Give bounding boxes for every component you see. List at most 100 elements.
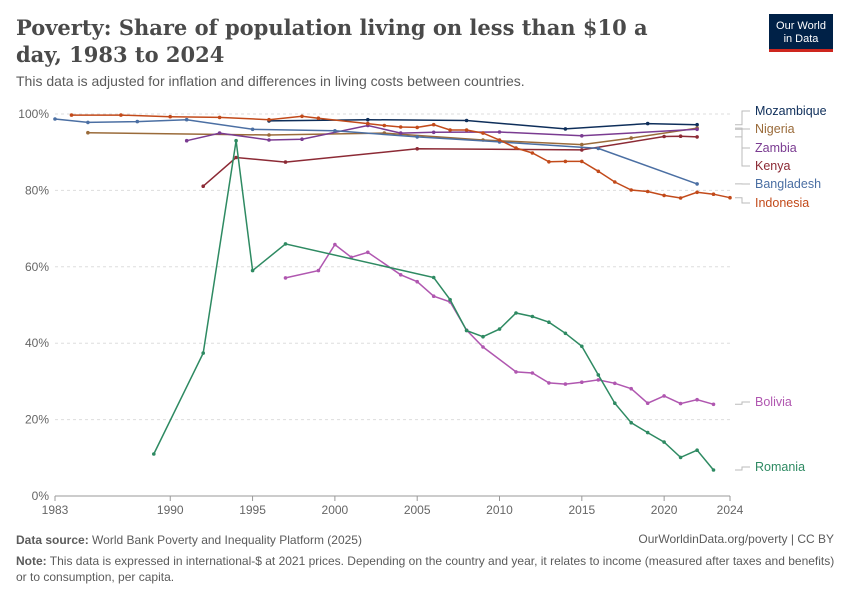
data-point-mozambique xyxy=(645,121,650,126)
data-point-bolivia xyxy=(662,394,666,398)
chart-title: Poverty: Share of population living on l… xyxy=(16,15,648,67)
data-point-bolivia xyxy=(366,250,370,255)
data-point-bolivia xyxy=(530,371,535,375)
y-tick-label: 80% xyxy=(25,183,49,197)
data-point-romania xyxy=(283,242,288,246)
data-point-romania xyxy=(613,401,617,406)
source-text[interactable]: World Bank Poverty and Inequality Platfo… xyxy=(92,533,362,547)
owid-logo[interactable]: Our World in Data xyxy=(769,14,833,52)
x-tick-label: 2020 xyxy=(651,503,678,517)
x-tick-label: 2024 xyxy=(717,503,744,517)
label-connector-bolivia xyxy=(735,401,750,405)
data-point-kenya xyxy=(678,134,683,138)
data-point-kenya xyxy=(580,148,584,152)
data-point-bolivia xyxy=(711,402,716,407)
data-point-indonesia xyxy=(481,131,485,135)
source-url[interactable]: OurWorldinData.org/poverty | CC BY xyxy=(638,532,834,546)
data-point-bolivia xyxy=(580,380,584,385)
data-point-bangladesh xyxy=(695,182,699,186)
data-point-bolivia xyxy=(613,381,617,386)
data-point-zambia xyxy=(300,137,304,141)
series-label-romania: Romania xyxy=(755,460,805,474)
data-point-romania xyxy=(695,448,699,453)
data-point-zambia xyxy=(497,130,502,134)
data-point-zambia xyxy=(580,134,584,138)
data-point-kenya xyxy=(234,155,238,160)
data-point-indonesia xyxy=(678,196,683,200)
logo-line-2: in Data xyxy=(783,32,819,45)
data-point-nigeria xyxy=(86,130,90,135)
data-point-bolivia xyxy=(283,276,288,280)
data-point-indonesia xyxy=(613,180,617,184)
data-point-romania xyxy=(152,452,156,456)
series-line-kenya xyxy=(202,135,698,187)
data-point-romania xyxy=(250,268,255,273)
note-text: This data is expressed in international-… xyxy=(16,554,835,584)
label-connector-mozambique xyxy=(735,110,750,126)
data-point-indonesia xyxy=(267,117,271,122)
label-connector-nigeria xyxy=(735,127,750,130)
logo-line-1: Our World xyxy=(776,19,826,32)
y-tick-label: 40% xyxy=(25,336,49,350)
data-point-romania xyxy=(514,311,518,315)
x-tick-label: 2015 xyxy=(568,503,595,517)
data-point-indonesia xyxy=(69,113,74,117)
data-point-indonesia xyxy=(119,113,123,117)
data-point-mozambique xyxy=(366,117,370,122)
data-point-indonesia xyxy=(563,159,568,164)
series-line-indonesia xyxy=(71,114,731,199)
data-point-kenya xyxy=(695,135,699,139)
data-point-bangladesh xyxy=(596,146,601,151)
note-label: Note: xyxy=(16,554,47,568)
data-point-indonesia xyxy=(448,128,452,132)
series-line-bangladesh xyxy=(54,118,698,185)
data-point-romania xyxy=(629,420,633,425)
data-point-indonesia xyxy=(415,125,420,130)
x-tick-label: 2000 xyxy=(322,503,349,517)
data-point-bolivia xyxy=(514,370,518,374)
data-point-romania xyxy=(464,328,469,333)
chart-subtitle: This data is adjusted for inflation and … xyxy=(16,73,525,89)
data-point-bangladesh xyxy=(250,127,255,132)
data-point-indonesia xyxy=(431,122,436,127)
series-label-bolivia: Bolivia xyxy=(755,395,792,409)
data-point-kenya xyxy=(415,147,420,151)
data-point-indonesia xyxy=(596,169,601,174)
data-point-romania xyxy=(448,297,452,302)
data-point-indonesia xyxy=(497,138,502,142)
series-label-bangladesh: Bangladesh xyxy=(755,177,821,191)
x-tick-label: 1983 xyxy=(42,503,69,517)
data-point-bolivia xyxy=(695,397,699,402)
data-point-romania xyxy=(645,430,650,435)
data-point-bangladesh xyxy=(86,120,90,125)
data-point-bolivia xyxy=(431,294,436,299)
data-point-indonesia xyxy=(300,114,304,119)
x-tick-label: 2005 xyxy=(404,503,431,517)
data-point-zambia xyxy=(217,131,222,135)
data-point-indonesia xyxy=(530,151,535,155)
data-point-bolivia xyxy=(415,279,420,284)
data-point-romania xyxy=(481,334,485,339)
data-point-romania xyxy=(711,468,716,472)
data-point-romania xyxy=(234,138,238,143)
data-point-romania xyxy=(547,320,551,325)
label-connector-kenya xyxy=(735,136,750,167)
data-point-indonesia xyxy=(382,123,387,128)
data-point-indonesia xyxy=(366,121,370,126)
source-label: Data source: xyxy=(16,533,89,547)
data-point-romania xyxy=(662,440,666,444)
data-point-indonesia xyxy=(398,125,403,129)
data-point-romania xyxy=(497,327,502,331)
data-point-bolivia xyxy=(596,378,601,382)
series-line-mozambique xyxy=(268,118,698,130)
data-point-indonesia xyxy=(580,159,584,164)
data-point-bangladesh xyxy=(333,129,337,133)
label-connector-romania xyxy=(735,466,750,471)
line-chart: 0% 20% 40% 60% 80% 100% 1983 1990 1995 2000 2005 20… xyxy=(18,104,826,517)
series-line-zambia xyxy=(186,124,698,142)
data-point-indonesia xyxy=(547,160,551,164)
series-line-bolivia xyxy=(285,243,714,406)
data-point-romania xyxy=(530,314,535,319)
source-line: Data source: World Bank Poverty and Ineq… xyxy=(16,532,362,548)
data-point-romania xyxy=(201,351,205,355)
